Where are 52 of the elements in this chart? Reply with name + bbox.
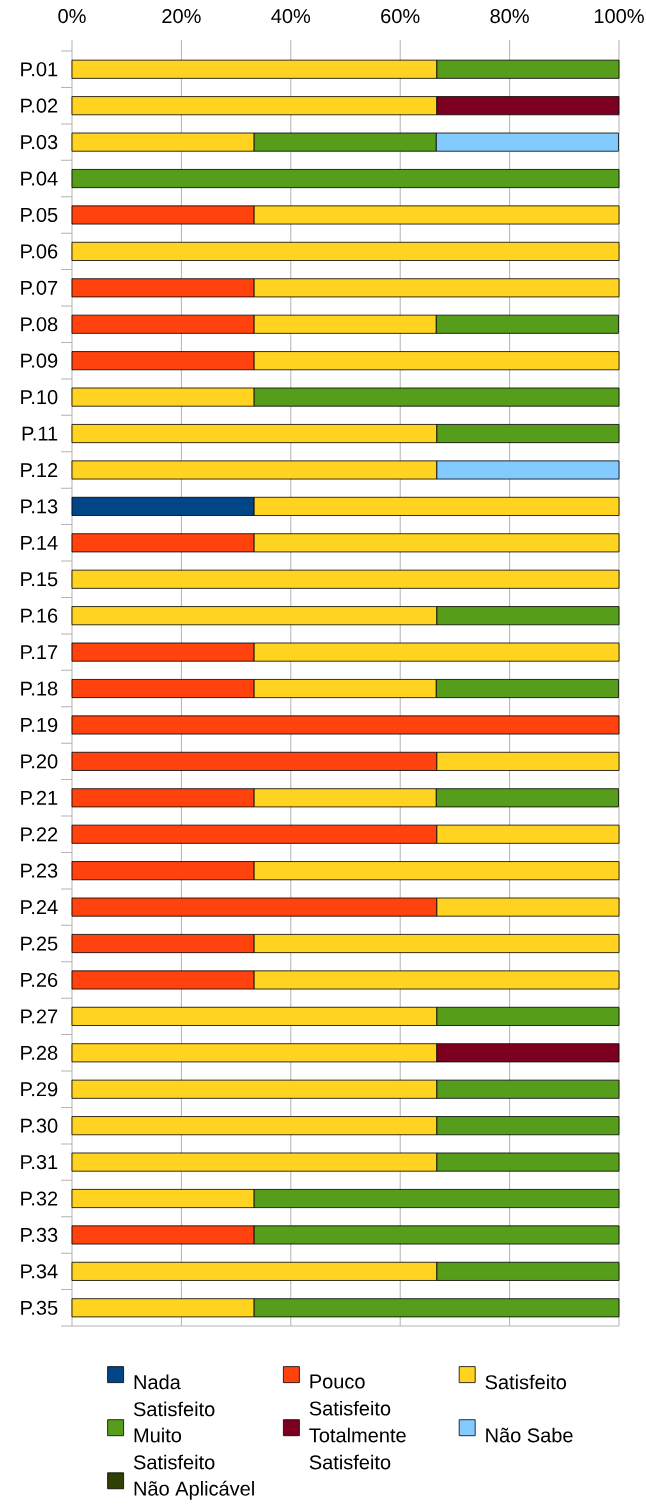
y-tick-label: P.04 xyxy=(21,171,58,186)
y-tick-label: P.33 xyxy=(21,1227,58,1243)
legend-label: Nada Satisfeito xyxy=(133,1374,215,1417)
x-tick-label: 0% xyxy=(58,9,86,24)
y-tick-label: P.15 xyxy=(21,572,58,587)
y-tick-label: P.28 xyxy=(21,1045,58,1060)
y-tick-label: P.17 xyxy=(21,645,58,659)
y-tick-label: P.22 xyxy=(21,827,58,842)
legend-label: Não Aplicável xyxy=(134,1480,254,1500)
y-tick-label: P.29 xyxy=(21,1082,58,1097)
y-tick-label: P.32 xyxy=(21,1191,58,1206)
y-tick-label: P.10 xyxy=(21,390,58,405)
y-tick-label: P.01 xyxy=(21,62,58,77)
y-tick-label: P.09 xyxy=(21,353,58,368)
x-tick-label: 80% xyxy=(490,9,529,24)
x-tick-label: 60% xyxy=(381,9,420,24)
x-tick-label: 40% xyxy=(271,9,311,24)
legend-label: Pouco Satisfeito xyxy=(309,1374,391,1416)
y-tick-label: P.11 xyxy=(22,426,58,441)
bar xyxy=(71,569,620,589)
y-tick-label: P.31 xyxy=(21,1155,58,1170)
legend-label: Satisfeito xyxy=(485,1374,567,1390)
y-tick-label: P.08 xyxy=(21,317,58,332)
y-tick-label: P.06 xyxy=(21,244,58,259)
y-tick-label: P.34 xyxy=(21,1264,58,1279)
y-tick-label: P.16 xyxy=(21,608,58,623)
y-tick-label: P.19 xyxy=(21,717,58,733)
y-tick-label: P.24 xyxy=(21,900,58,915)
y-tick-label: P.25 xyxy=(21,936,58,951)
legend-label: Muito Satisfeito xyxy=(133,1427,215,1470)
bar xyxy=(71,169,620,189)
legend-label: Totalmente Satisfeito xyxy=(309,1427,406,1470)
y-tick-label: P.03 xyxy=(21,135,58,150)
x-tick-label: 100% xyxy=(594,9,644,24)
y-tick-label: P.27 xyxy=(21,1009,58,1024)
bar xyxy=(71,241,620,261)
y-tick-label: P.02 xyxy=(21,98,58,113)
bar xyxy=(71,715,620,735)
y-tick-label: P.21 xyxy=(21,790,58,805)
y-tick-label: P.20 xyxy=(21,754,58,769)
y-tick-label: P.18 xyxy=(21,681,58,696)
y-tick-label: P.23 xyxy=(21,863,58,878)
legend-label: Não Sabe xyxy=(486,1427,573,1443)
y-tick-label: P.12 xyxy=(21,462,58,477)
y-tick-label: P.07 xyxy=(21,280,58,295)
y-tick-label: P.35 xyxy=(21,1300,58,1315)
y-tick-label: P.30 xyxy=(21,1118,58,1133)
y-tick-label: P.05 xyxy=(21,207,58,223)
y-tick-label: P.14 xyxy=(21,535,58,550)
y-tick-label: P.13 xyxy=(21,499,58,514)
y-tick-label: P.26 xyxy=(21,972,58,988)
x-tick-label: 20% xyxy=(162,9,201,24)
